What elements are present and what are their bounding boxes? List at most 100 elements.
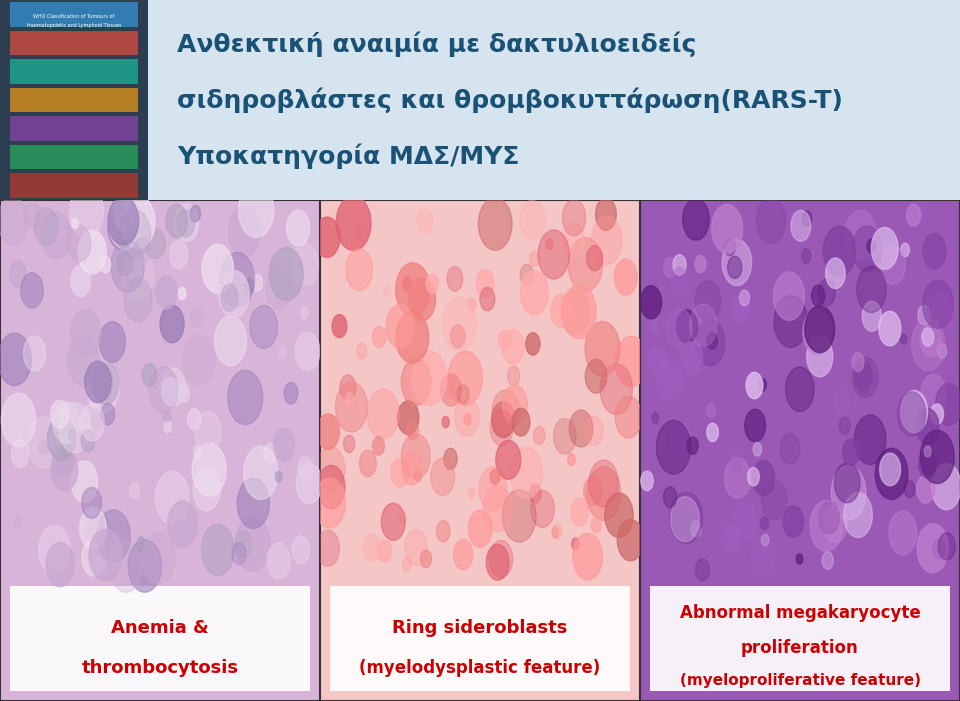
Circle shape xyxy=(108,197,139,245)
Circle shape xyxy=(0,333,32,386)
Circle shape xyxy=(730,452,742,472)
Circle shape xyxy=(476,269,494,298)
Circle shape xyxy=(683,198,709,240)
Circle shape xyxy=(491,410,513,446)
Circle shape xyxy=(746,372,763,399)
Circle shape xyxy=(552,527,559,538)
Circle shape xyxy=(650,321,658,334)
Circle shape xyxy=(912,318,945,371)
Circle shape xyxy=(663,486,677,508)
FancyBboxPatch shape xyxy=(0,200,320,701)
Circle shape xyxy=(267,270,291,309)
Circle shape xyxy=(111,240,144,292)
Circle shape xyxy=(587,467,621,520)
Circle shape xyxy=(568,238,603,292)
Circle shape xyxy=(904,481,915,498)
Circle shape xyxy=(707,333,717,349)
Circle shape xyxy=(284,382,298,404)
Circle shape xyxy=(372,437,384,455)
Circle shape xyxy=(932,539,945,559)
Circle shape xyxy=(178,383,190,402)
Circle shape xyxy=(237,478,270,529)
Circle shape xyxy=(826,258,845,289)
Circle shape xyxy=(752,538,776,576)
Circle shape xyxy=(796,554,803,564)
Circle shape xyxy=(591,518,601,533)
Circle shape xyxy=(819,501,839,533)
Circle shape xyxy=(166,204,187,238)
Circle shape xyxy=(195,411,221,452)
Circle shape xyxy=(761,534,769,546)
Circle shape xyxy=(443,297,476,350)
Circle shape xyxy=(810,501,843,551)
FancyBboxPatch shape xyxy=(0,0,148,200)
Circle shape xyxy=(91,366,113,400)
Circle shape xyxy=(876,448,908,499)
Circle shape xyxy=(228,207,260,257)
Circle shape xyxy=(937,343,947,358)
Text: thrombocytosis: thrombocytosis xyxy=(82,660,238,677)
Circle shape xyxy=(407,421,419,440)
Circle shape xyxy=(774,272,804,320)
Circle shape xyxy=(802,249,811,263)
Circle shape xyxy=(397,401,419,435)
Text: Haematopoietic and Lymphoid Tissues: Haematopoietic and Lymphoid Tissues xyxy=(27,24,121,29)
Circle shape xyxy=(670,423,691,456)
Circle shape xyxy=(814,505,825,522)
Circle shape xyxy=(562,285,596,339)
Circle shape xyxy=(318,465,345,508)
Circle shape xyxy=(921,324,941,356)
Circle shape xyxy=(707,423,718,442)
Circle shape xyxy=(41,212,71,259)
Circle shape xyxy=(214,315,247,366)
Circle shape xyxy=(600,364,633,414)
Circle shape xyxy=(673,254,686,275)
Circle shape xyxy=(671,268,687,293)
Circle shape xyxy=(587,246,603,271)
Text: σιδηροβλάστες και θρομβοκυττάρωση(RARS-T): σιδηροβλάστες και θρομβοκυττάρωση(RARS-T… xyxy=(177,87,843,113)
Circle shape xyxy=(919,450,936,478)
FancyBboxPatch shape xyxy=(10,31,138,55)
Circle shape xyxy=(292,536,310,564)
Circle shape xyxy=(695,255,707,273)
Circle shape xyxy=(492,408,502,424)
Circle shape xyxy=(244,446,277,500)
Circle shape xyxy=(615,336,648,387)
Circle shape xyxy=(90,409,105,430)
Circle shape xyxy=(117,252,132,276)
Circle shape xyxy=(824,506,847,543)
Circle shape xyxy=(21,273,43,308)
Circle shape xyxy=(108,198,141,250)
Circle shape xyxy=(689,304,717,346)
Circle shape xyxy=(412,351,446,406)
Circle shape xyxy=(554,418,576,454)
Circle shape xyxy=(82,430,95,451)
Circle shape xyxy=(402,557,411,571)
Circle shape xyxy=(722,240,752,285)
Text: Abnormal megakaryocyte: Abnormal megakaryocyte xyxy=(680,604,921,622)
Circle shape xyxy=(682,341,703,375)
Circle shape xyxy=(663,257,677,278)
Circle shape xyxy=(156,275,177,309)
Circle shape xyxy=(822,552,833,569)
Circle shape xyxy=(1,393,36,447)
Circle shape xyxy=(170,240,188,268)
Circle shape xyxy=(520,264,534,285)
Circle shape xyxy=(490,540,513,578)
Circle shape xyxy=(615,396,642,438)
Circle shape xyxy=(221,284,238,311)
Circle shape xyxy=(900,243,909,257)
Circle shape xyxy=(69,184,104,238)
Circle shape xyxy=(71,461,98,503)
Circle shape xyxy=(367,389,399,439)
Text: (myeloproliferative feature): (myeloproliferative feature) xyxy=(680,674,921,688)
Circle shape xyxy=(108,206,135,250)
Circle shape xyxy=(279,347,286,358)
Circle shape xyxy=(400,512,407,523)
Circle shape xyxy=(431,458,455,496)
Circle shape xyxy=(818,279,835,306)
Circle shape xyxy=(142,533,175,584)
Circle shape xyxy=(503,385,527,423)
Circle shape xyxy=(10,261,26,287)
Circle shape xyxy=(401,359,431,406)
